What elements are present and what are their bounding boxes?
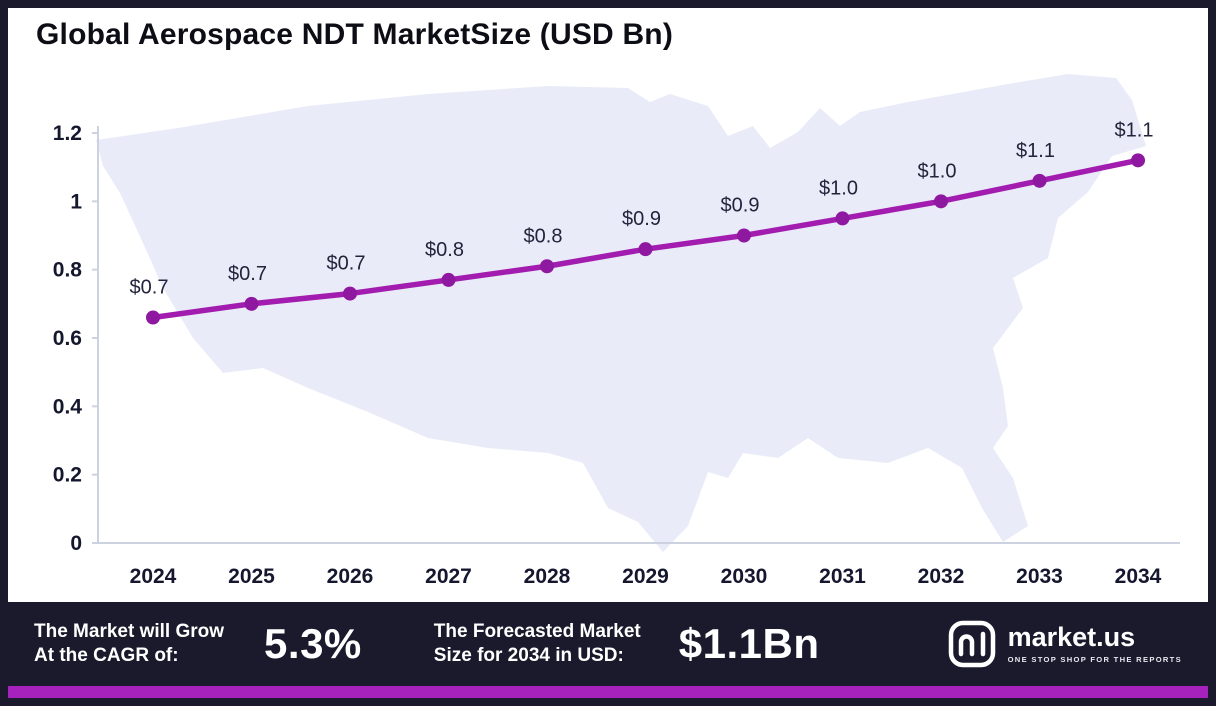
- line-chart: 0 0.2 0.4 0.6 0.8 1 1.2 2024 2025 2026 2027 2028 202…: [53, 74, 1180, 588]
- svg-text:0: 0: [70, 532, 82, 555]
- svg-text:1: 1: [70, 190, 82, 213]
- svg-text:2025: 2025: [228, 565, 275, 588]
- svg-text:$1.1: $1.1: [1016, 140, 1055, 162]
- svg-text:2028: 2028: [524, 565, 571, 588]
- svg-text:2024: 2024: [130, 565, 177, 588]
- svg-text:$0.8: $0.8: [425, 239, 464, 261]
- svg-text:$0.9: $0.9: [622, 208, 661, 230]
- svg-text:2026: 2026: [327, 565, 374, 588]
- svg-text:0.2: 0.2: [53, 464, 82, 487]
- svg-text:0.4: 0.4: [53, 395, 83, 418]
- brand-tagline: ONE STOP SHOP FOR THE REPORTS: [1007, 655, 1182, 665]
- brand-text: market.us ONE STOP SHOP FOR THE REPORTS: [1008, 624, 1182, 664]
- svg-text:1.2: 1.2: [53, 122, 82, 145]
- forecast-value: $1.1Bn: [678, 620, 820, 667]
- chart-title: Global Aerospace NDT MarketSize (USD Bn): [36, 18, 674, 51]
- svg-text:2032: 2032: [918, 565, 965, 588]
- svg-text:0.6: 0.6: [53, 327, 82, 350]
- svg-text:2030: 2030: [721, 565, 768, 588]
- footer-bar: The Market will Grow At the CAGR of: 5.3…: [8, 602, 1208, 686]
- cagr-label-line1: The Market will Grow: [34, 621, 225, 643]
- svg-text:2031: 2031: [819, 565, 866, 588]
- forecast-label-line1: The Forecasted Market: [433, 621, 641, 643]
- svg-text:$1.0: $1.0: [819, 177, 858, 199]
- cagr-label: The Market will Grow At the CAGR of:: [34, 620, 224, 668]
- usa-map-background: [96, 74, 1146, 552]
- cagr-label-line2: At the CAGR of:: [34, 645, 179, 666]
- svg-text:$0.7: $0.7: [130, 277, 169, 299]
- svg-text:$0.7: $0.7: [327, 253, 366, 275]
- forecast-label-line2: Size for 2034 in USD:: [433, 645, 624, 666]
- svg-text:$0.9: $0.9: [721, 195, 760, 217]
- market-us-icon: [948, 620, 995, 668]
- svg-text:$1.0: $1.0: [918, 160, 957, 182]
- svg-text:2034: 2034: [1115, 565, 1162, 588]
- brand-name: market.us: [1007, 622, 1136, 653]
- svg-text:2033: 2033: [1016, 565, 1063, 588]
- chart-section: Global Aerospace NDT MarketSize (USD Bn)…: [8, 8, 1208, 602]
- brand-logo: market.us ONE STOP SHOP FOR THE REPORTS: [948, 620, 1182, 668]
- svg-text:$0.7: $0.7: [228, 263, 267, 285]
- svg-text:$1.1: $1.1: [1115, 119, 1154, 141]
- svg-text:2029: 2029: [622, 565, 669, 588]
- svg-text:2027: 2027: [425, 565, 472, 588]
- accent-stripe: [8, 686, 1208, 698]
- cagr-value: 5.3%: [264, 620, 362, 667]
- forecast-label: The Forecasted Market Size for 2034 in U…: [434, 620, 641, 668]
- svg-text:0.8: 0.8: [53, 259, 83, 282]
- svg-text:$0.8: $0.8: [524, 225, 563, 247]
